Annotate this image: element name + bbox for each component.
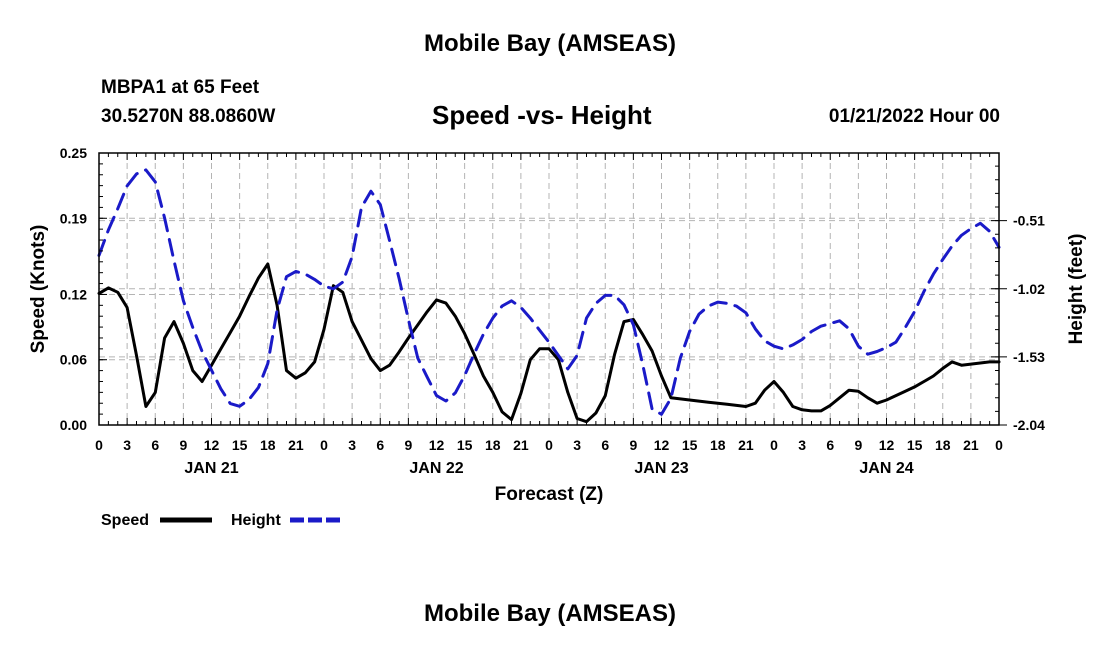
x-tick-label: 12: [879, 437, 895, 453]
x-tick-label: 0: [95, 437, 103, 453]
legend-label-speed: Speed: [101, 512, 149, 529]
y2-tick-label: -0.51: [1013, 213, 1045, 229]
legend-label-height: Height: [231, 512, 281, 529]
x-tick-label: 18: [260, 437, 276, 453]
x-tick-label: 9: [404, 437, 412, 453]
x-tick-label: 6: [376, 437, 384, 453]
x-tick-label: 0: [770, 437, 778, 453]
x-tick-label: 15: [682, 437, 698, 453]
x-axis-title: Forecast (Z): [495, 484, 604, 505]
x-tick-label: 21: [513, 437, 529, 453]
day-label: JAN 24: [859, 460, 913, 477]
x-tick-label: 3: [123, 437, 131, 453]
x-tick-label: 9: [854, 437, 862, 453]
x-tick-label: 3: [348, 437, 356, 453]
x-tick-label: 18: [935, 437, 951, 453]
y-tick-label: 0.19: [60, 210, 87, 226]
x-tick-label: 0: [995, 437, 1003, 453]
x-tick-label: 6: [826, 437, 834, 453]
x-tick-label: 21: [738, 437, 754, 453]
x-tick-label: 15: [457, 437, 473, 453]
x-tick-label: 12: [204, 437, 220, 453]
y-axis-title: Speed (Knots): [28, 225, 49, 354]
x-tick-label: 12: [429, 437, 445, 453]
y-tick-label: 0.12: [60, 286, 87, 302]
x-tick-label: 12: [654, 437, 670, 453]
day-label: JAN 21: [184, 460, 238, 477]
x-tick-label: 6: [601, 437, 609, 453]
chart-title: Mobile Bay (AMSEAS): [423, 30, 677, 57]
x-tick-label: 9: [179, 437, 187, 453]
y2-axis-title: Height (feet): [1066, 234, 1087, 345]
x-tick-label: 9: [629, 437, 637, 453]
x-tick-label: 15: [232, 437, 248, 453]
y-tick-label: 0.00: [60, 417, 87, 433]
series-line-speed: [97, 262, 1001, 424]
forecast-datetime: 01/21/2022 Hour 00: [828, 106, 1000, 127]
x-tick-label: 0: [545, 437, 553, 453]
y2-tick-label: -1.02: [1013, 281, 1045, 297]
y2-tick-label: -1.53: [1013, 349, 1045, 365]
footer-title: Mobile Bay (AMSEAS): [423, 600, 677, 627]
day-label: JAN 22: [409, 460, 463, 477]
x-tick-label: 3: [573, 437, 581, 453]
coordinates-label: 30.5270N 88.0860W: [101, 106, 276, 127]
x-tick-label: 0: [320, 437, 328, 453]
x-tick-label: 3: [798, 437, 806, 453]
x-tick-label: 21: [288, 437, 304, 453]
x-tick-label: 6: [151, 437, 159, 453]
y-tick-label: 0.06: [60, 352, 87, 368]
x-tick-label: 18: [710, 437, 726, 453]
x-tick-label: 15: [907, 437, 923, 453]
y2-tick-label: -2.04: [1013, 417, 1045, 433]
x-tick-label: 21: [963, 437, 979, 453]
chart-subtitle: Speed -vs- Height: [432, 100, 652, 130]
day-label: JAN 23: [634, 460, 688, 477]
x-tick-label: 18: [485, 437, 501, 453]
station-label: MBPA1 at 65 Feet: [101, 77, 260, 98]
y-tick-label: 0.25: [60, 145, 87, 161]
